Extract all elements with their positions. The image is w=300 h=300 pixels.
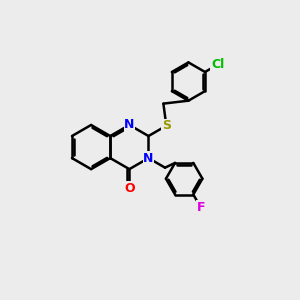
Text: S: S — [162, 119, 171, 132]
Text: Cl: Cl — [211, 58, 224, 71]
Text: N: N — [143, 152, 154, 165]
Text: O: O — [124, 182, 135, 195]
Text: N: N — [124, 118, 134, 131]
Text: F: F — [196, 201, 205, 214]
